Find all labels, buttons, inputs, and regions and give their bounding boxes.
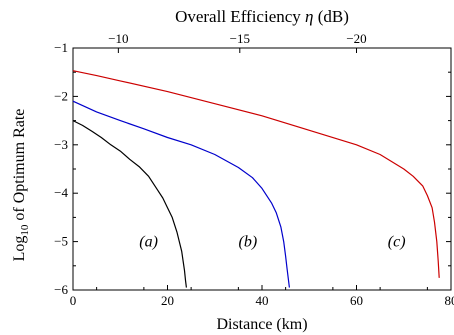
y-axis-label-sub: 10 — [19, 224, 31, 236]
series-label: (b) — [238, 234, 257, 251]
series-label: (a) — [139, 234, 158, 251]
plot-area: 0 20 40 60 80 −1 −2 −3 −4 −5 −6 −10 −15 −20 (a) (b) (c) — [54, 31, 454, 308]
top-tick-label: −20 — [346, 31, 366, 46]
top-axis-title: Overall Efficiency η (dB) — [175, 7, 349, 26]
top-axis-unit: (dB) — [318, 7, 349, 26]
y-tick-label: −1 — [54, 40, 68, 55]
series-line — [72, 70, 440, 278]
x-tick-label: 0 — [70, 293, 77, 308]
y-axis-label-suffix: of Optimum Rate — [11, 109, 28, 225]
x-tick-label: 80 — [445, 293, 454, 308]
series-line — [72, 120, 187, 288]
y-axis-title: Log10 of Optimum Rate — [11, 109, 31, 262]
top-tick-label: −10 — [108, 31, 128, 46]
series-label: (c) — [388, 234, 406, 251]
plot-frame — [72, 47, 452, 291]
x-tick-label: 20 — [161, 293, 174, 308]
y-tick-label: −2 — [54, 88, 68, 103]
y-axis-label-prefix: Log — [11, 236, 28, 262]
series-line — [72, 100, 290, 288]
x-tick-label: 60 — [350, 293, 363, 308]
top-axis-label: Overall Efficiency — [175, 7, 301, 26]
x-axis-title: Distance (km) — [216, 316, 307, 333]
y-tick-label: −6 — [54, 282, 68, 297]
y-tick-label: −4 — [54, 185, 68, 200]
y-tick-label: −5 — [54, 234, 68, 249]
eta-symbol: η — [305, 7, 313, 26]
x-tick-label: 40 — [256, 293, 269, 308]
top-tick-label: −15 — [230, 31, 250, 46]
y-tick-label: −3 — [54, 137, 68, 152]
